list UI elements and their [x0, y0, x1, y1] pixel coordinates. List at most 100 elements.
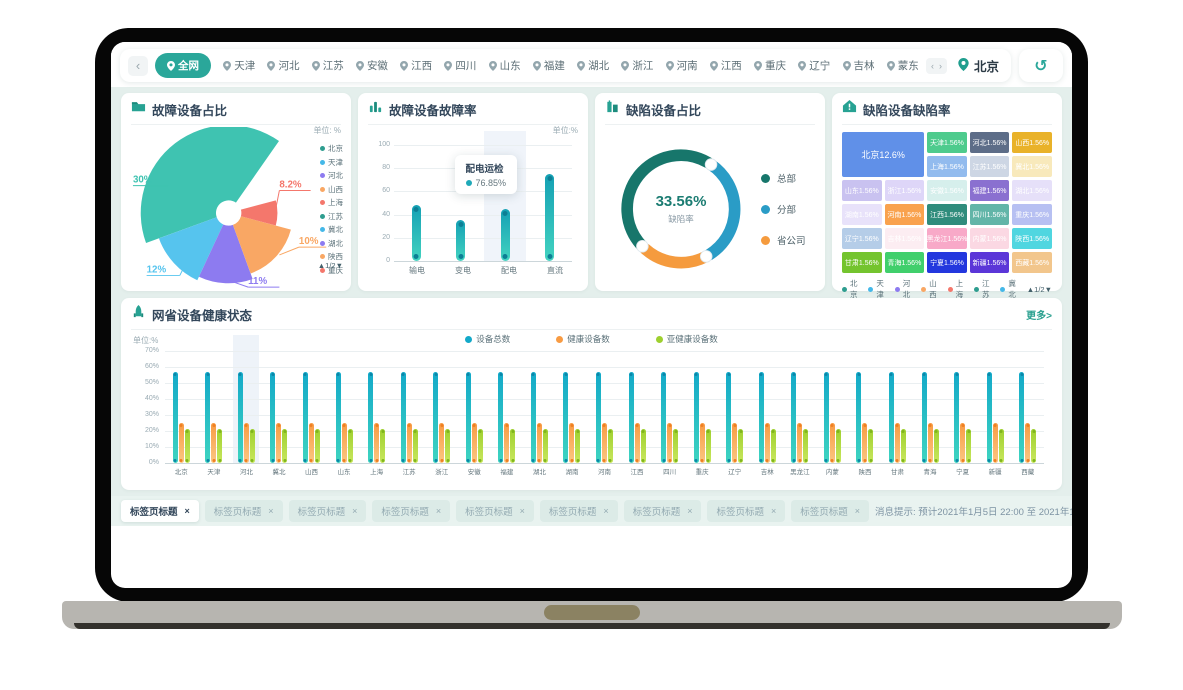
tab-item[interactable]: 标签页标题 ×	[791, 500, 870, 522]
nav-region-label: 江西	[411, 60, 433, 72]
legend-item[interactable]: 健康设备数	[556, 333, 610, 345]
nav-region-item[interactable]: 安徽	[355, 58, 388, 73]
tab-active[interactable]: 标签页标题 ×	[121, 500, 199, 522]
nav-region-item[interactable]: 山东	[488, 58, 521, 73]
legend-item[interactable]: 天津	[868, 278, 887, 300]
nav-region-label: 四川	[455, 60, 477, 72]
nav-region-item[interactable]: 河南	[665, 58, 698, 73]
chart-bar	[986, 372, 992, 463]
chart-bar	[933, 429, 939, 463]
tab-item[interactable]: 标签页标题 ×	[539, 500, 618, 522]
legend-item[interactable]: 天津	[320, 157, 343, 168]
legend-item[interactable]: 河北	[320, 170, 343, 181]
nav-region-item[interactable]: 江西	[400, 58, 432, 73]
nav-region-item[interactable]: 辽宁	[798, 58, 830, 73]
nav-region-item[interactable]: 江苏	[311, 58, 344, 73]
nav-region-item[interactable]: 浙江	[621, 58, 653, 73]
legend-item[interactable]: 省公司	[761, 233, 806, 247]
alert-home-icon	[842, 99, 857, 119]
tab-item[interactable]: 标签页标题 ×	[288, 500, 367, 522]
legend-item[interactable]: 陕西	[320, 251, 343, 262]
tooltip-value: 76.85%	[475, 178, 507, 188]
tab-item[interactable]: 标签页标题 ×	[456, 500, 534, 522]
treemap-cell: 新疆1.56%	[969, 252, 1010, 273]
legend-item[interactable]: 江苏	[973, 278, 993, 300]
bar-group-12	[563, 372, 581, 463]
legend-item[interactable]: 江苏	[320, 211, 343, 222]
nav-region-item[interactable]: 湖北	[577, 58, 609, 73]
nav-region-label: 江苏	[322, 60, 344, 72]
legend-item[interactable]: 北京	[842, 278, 861, 300]
tab-close-icon[interactable]: ×	[435, 506, 442, 516]
bar-chart-icon	[368, 99, 383, 119]
legend-item[interactable]: 山西	[320, 184, 343, 195]
tab-item[interactable]: 标签页标题 ×	[204, 500, 283, 522]
tab-close-icon[interactable]: ×	[268, 506, 274, 516]
panel-header: 缺陷设备缺陷率	[842, 99, 1052, 125]
nav-region-item[interactable]: 河北	[267, 58, 299, 73]
legend-item[interactable]: 冀北	[1000, 278, 1019, 300]
tab-close-icon[interactable]: ×	[519, 506, 525, 516]
chart-bar	[347, 429, 353, 463]
nav-pager-next[interactable]: ›	[938, 60, 942, 71]
bar-group-9	[465, 372, 483, 463]
legend-pagination[interactable]: ▲1/2▼	[317, 261, 343, 270]
x-axis-label: 内蒙	[825, 469, 839, 476]
legend-item[interactable]: 上海	[947, 278, 967, 300]
legend-item[interactable]: 山西	[921, 278, 940, 300]
nav-region-item[interactable]: 重庆	[754, 58, 786, 73]
unit-label: 单位: %	[313, 126, 341, 135]
nav-region-label: 天津	[234, 60, 256, 72]
nav-pager-prev[interactable]: ‹	[930, 60, 934, 71]
chart-bar	[471, 423, 477, 463]
nav-pager: ‹ ›	[925, 57, 947, 74]
bar-group-24	[954, 372, 972, 463]
tab-close-icon[interactable]: ×	[687, 506, 693, 516]
treemap-cell: 冀北1.56%	[1012, 156, 1052, 177]
legend-item[interactable]: 冀北	[320, 224, 343, 235]
tab-close-icon[interactable]: ×	[770, 506, 777, 516]
legend-item[interactable]: 上海	[320, 197, 343, 208]
treemap-cell: 西藏1.56%	[1012, 252, 1052, 273]
legend-item[interactable]: 设备总数	[465, 333, 510, 345]
legend-item[interactable]: 亚健康设备数	[655, 333, 718, 345]
legend-item[interactable]: 河北	[894, 278, 914, 300]
tab-close-icon[interactable]: ×	[184, 506, 190, 516]
tab-item[interactable]: 标签页标题 ×	[707, 500, 786, 522]
undo-button[interactable]: ↺	[1019, 49, 1063, 82]
legend-dot	[465, 335, 473, 343]
nav-region-item[interactable]: 吉林	[842, 58, 875, 73]
nav-region-item[interactable]: 天津	[223, 58, 255, 73]
chart-bar	[770, 429, 776, 463]
nav-region-label: 全网	[178, 60, 199, 72]
location-pin-icon	[267, 60, 276, 71]
nav-region-active[interactable]: 全网	[155, 53, 211, 78]
legend-item[interactable]: 总部	[761, 171, 806, 185]
tab-close-icon[interactable]: ×	[352, 506, 358, 516]
tab-item[interactable]: 标签页标题 ×	[372, 500, 451, 522]
nav-region-item[interactable]: 蒙东	[886, 58, 919, 73]
legend-item[interactable]: 分部	[761, 202, 806, 216]
nav-region-item[interactable]: 江西	[709, 58, 742, 73]
laptop-frame: ‹ 全网 天津 河北 江苏 安徽 江西 四川 山东 福建 湖北 浙江 河南 江西 重庆 辽宁 吉林 蒙东 ‹ ›…	[95, 28, 1088, 602]
nav-region-item[interactable]: 福建	[532, 58, 565, 73]
nav-back-button[interactable]: ‹	[128, 55, 148, 76]
tab-close-icon[interactable]: ×	[854, 506, 861, 516]
chart-bar	[856, 372, 862, 463]
more-link[interactable]: 更多>	[1026, 310, 1052, 322]
location-pin-icon	[577, 60, 586, 71]
tab-close-icon[interactable]: ×	[603, 506, 609, 516]
location-pin-icon	[958, 57, 969, 74]
x-axis-label: 青海	[923, 469, 937, 476]
fault-rate-bar-chart: 100 80 60 40 20 0 配电运检 76.85%	[378, 131, 572, 264]
legend-label: 总部	[777, 174, 797, 185]
legend-item[interactable]: 重庆	[320, 265, 343, 276]
legend-item[interactable]: 湖北	[320, 238, 343, 249]
nav-region-item[interactable]: 四川	[444, 58, 476, 73]
x-axis-label: 冀北	[272, 469, 286, 476]
current-city[interactable]: 北京	[954, 56, 1003, 75]
legend-item[interactable]: 北京	[320, 143, 343, 154]
legend-pagination[interactable]: ▲1/2▼	[1026, 284, 1053, 294]
legend-dot	[320, 173, 325, 178]
tab-item[interactable]: 标签页标题 ×	[623, 500, 702, 522]
